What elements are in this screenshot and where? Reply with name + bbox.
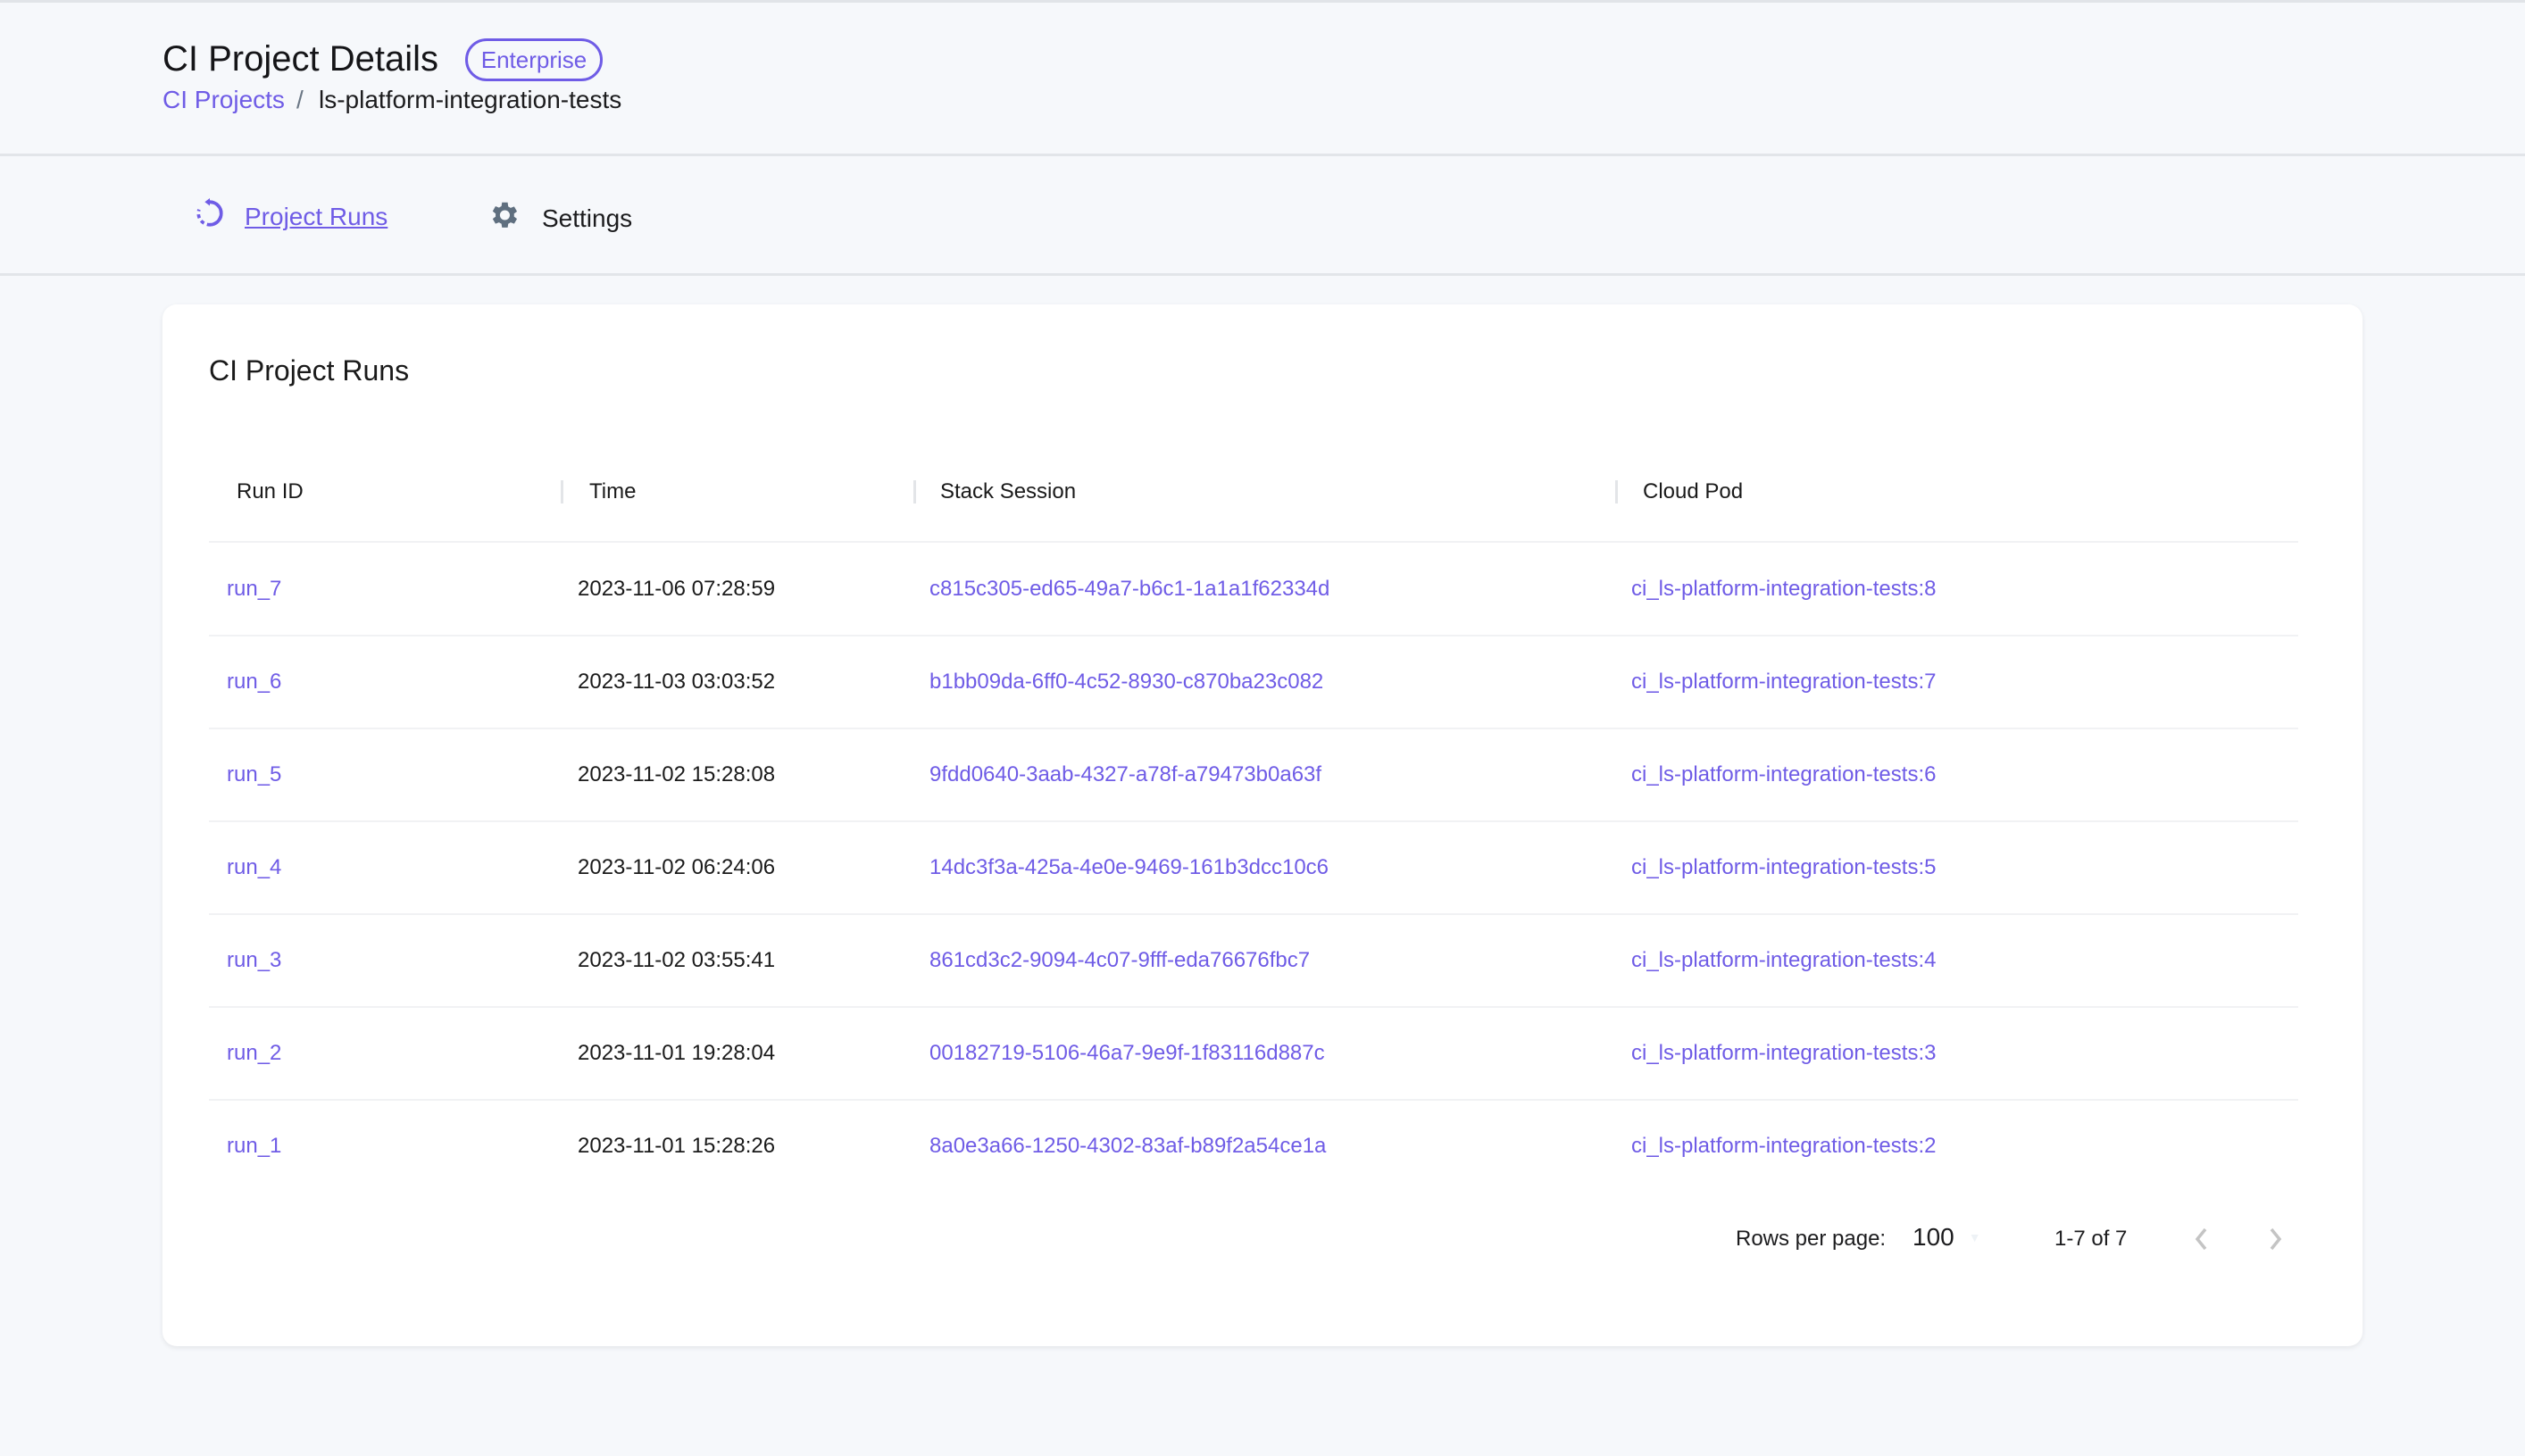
run-id-link[interactable]: run_1 <box>227 1134 282 1158</box>
column-header-run-id[interactable]: Run ID <box>237 479 304 503</box>
time-cell: 2023-11-03 03:03:52 <box>578 670 776 694</box>
column-header-cloud-pod[interactable]: Cloud Pod <box>1643 479 1744 503</box>
row-divider <box>209 635 2298 636</box>
cloud-pod-link[interactable]: ci_ls-platform-integration-tests:4 <box>1631 948 1937 972</box>
run-id-link[interactable]: run_3 <box>227 948 282 972</box>
tab-project-runs-label: Project Runs <box>245 202 388 230</box>
tab-settings-label: Settings <box>542 204 633 232</box>
column-separator <box>561 480 563 503</box>
cloud-pod-link[interactable]: ci_ls-platform-integration-tests:7 <box>1631 670 1937 694</box>
run-id-link[interactable]: run_5 <box>227 762 282 786</box>
gear-icon <box>487 198 521 238</box>
row-divider <box>209 1006 2298 1008</box>
cloud-pod-link[interactable]: ci_ls-platform-integration-tests:2 <box>1631 1134 1937 1158</box>
enterprise-badge: Enterprise <box>465 38 603 81</box>
tabs-divider <box>0 273 2525 276</box>
time-cell: 2023-11-02 15:28:08 <box>578 762 776 786</box>
cloud-pod-link[interactable]: ci_ls-platform-integration-tests:6 <box>1631 762 1937 786</box>
stack-session-link[interactable]: 861cd3c2-9094-4c07-9fff-eda76676fbc7 <box>929 948 1311 972</box>
rows-per-page-label: Rows per page: <box>1736 1227 1887 1251</box>
run-id-link[interactable]: run_7 <box>227 577 282 601</box>
stack-session-link[interactable]: 00182719-5106-46a7-9e9f-1f83116d887c <box>929 1041 1325 1065</box>
stack-session-link[interactable]: 14dc3f3a-425a-4e0e-9469-161b3dcc10c6 <box>929 855 1329 879</box>
time-cell: 2023-11-01 19:28:04 <box>578 1041 776 1065</box>
row-divider <box>209 913 2298 915</box>
stack-session-link[interactable]: c815c305-ed65-49a7-b6c1-1a1a1f62334d <box>929 577 1330 601</box>
history-icon <box>195 198 225 235</box>
top-border <box>0 0 2525 3</box>
pagination-range: 1-7 of 7 <box>2054 1227 2128 1251</box>
breadcrumb-separator: / <box>296 86 304 113</box>
cloud-pod-link[interactable]: ci_ls-platform-integration-tests:3 <box>1631 1041 1937 1065</box>
column-header-time[interactable]: Time <box>589 479 637 503</box>
cloud-pod-link[interactable]: ci_ls-platform-integration-tests:8 <box>1631 577 1937 601</box>
rows-per-page-value: 100 <box>1912 1223 1954 1251</box>
time-cell: 2023-11-06 07:28:59 <box>578 577 776 601</box>
rows-per-page-select[interactable]: 100 ▼ <box>1912 1223 1981 1252</box>
column-separator <box>913 480 916 503</box>
header-divider <box>0 154 2525 156</box>
column-separator <box>1615 480 1618 503</box>
run-id-link[interactable]: run_4 <box>227 855 282 879</box>
chevron-right-icon <box>2270 1227 2282 1251</box>
stack-session-link[interactable]: b1bb09da-6ff0-4c52-8930-c870ba23c082 <box>929 670 1324 694</box>
row-divider <box>209 728 2298 729</box>
header-divider-line <box>209 541 2298 543</box>
chevron-left-icon <box>2195 1227 2207 1251</box>
breadcrumb-current: ls-platform-integration-tests <box>319 86 622 113</box>
stack-session-link[interactable]: 8a0e3a66-1250-4302-83af-b89f2a54ce1a <box>929 1134 1327 1158</box>
chevron-down-icon: ▼ <box>1968 1230 1981 1244</box>
previous-page-button[interactable] <box>2191 1224 2212 1259</box>
card-title: CI Project Runs <box>209 354 410 387</box>
next-page-button[interactable] <box>2264 1224 2286 1259</box>
time-cell: 2023-11-02 06:24:06 <box>578 855 776 879</box>
row-divider <box>209 1099 2298 1101</box>
run-id-link[interactable]: run_6 <box>227 670 282 694</box>
stack-session-link[interactable]: 9fdd0640-3aab-4327-a78f-a79473b0a63f <box>929 762 1322 786</box>
run-id-link[interactable]: run_2 <box>227 1041 282 1065</box>
cloud-pod-link[interactable]: ci_ls-platform-integration-tests:5 <box>1631 855 1937 879</box>
page-title: CI Project Details <box>162 39 438 79</box>
runs-card: CI Project Runs Run ID Time Stack Sessio… <box>162 304 2362 1346</box>
tab-settings[interactable]: Settings <box>487 198 632 238</box>
column-header-stack-session[interactable]: Stack Session <box>940 479 1077 503</box>
row-divider <box>209 820 2298 822</box>
time-cell: 2023-11-01 15:28:26 <box>578 1134 776 1158</box>
time-cell: 2023-11-02 03:55:41 <box>578 948 776 972</box>
breadcrumb-ci-projects[interactable]: CI Projects <box>162 86 285 113</box>
tab-project-runs[interactable]: Project Runs <box>195 198 388 235</box>
